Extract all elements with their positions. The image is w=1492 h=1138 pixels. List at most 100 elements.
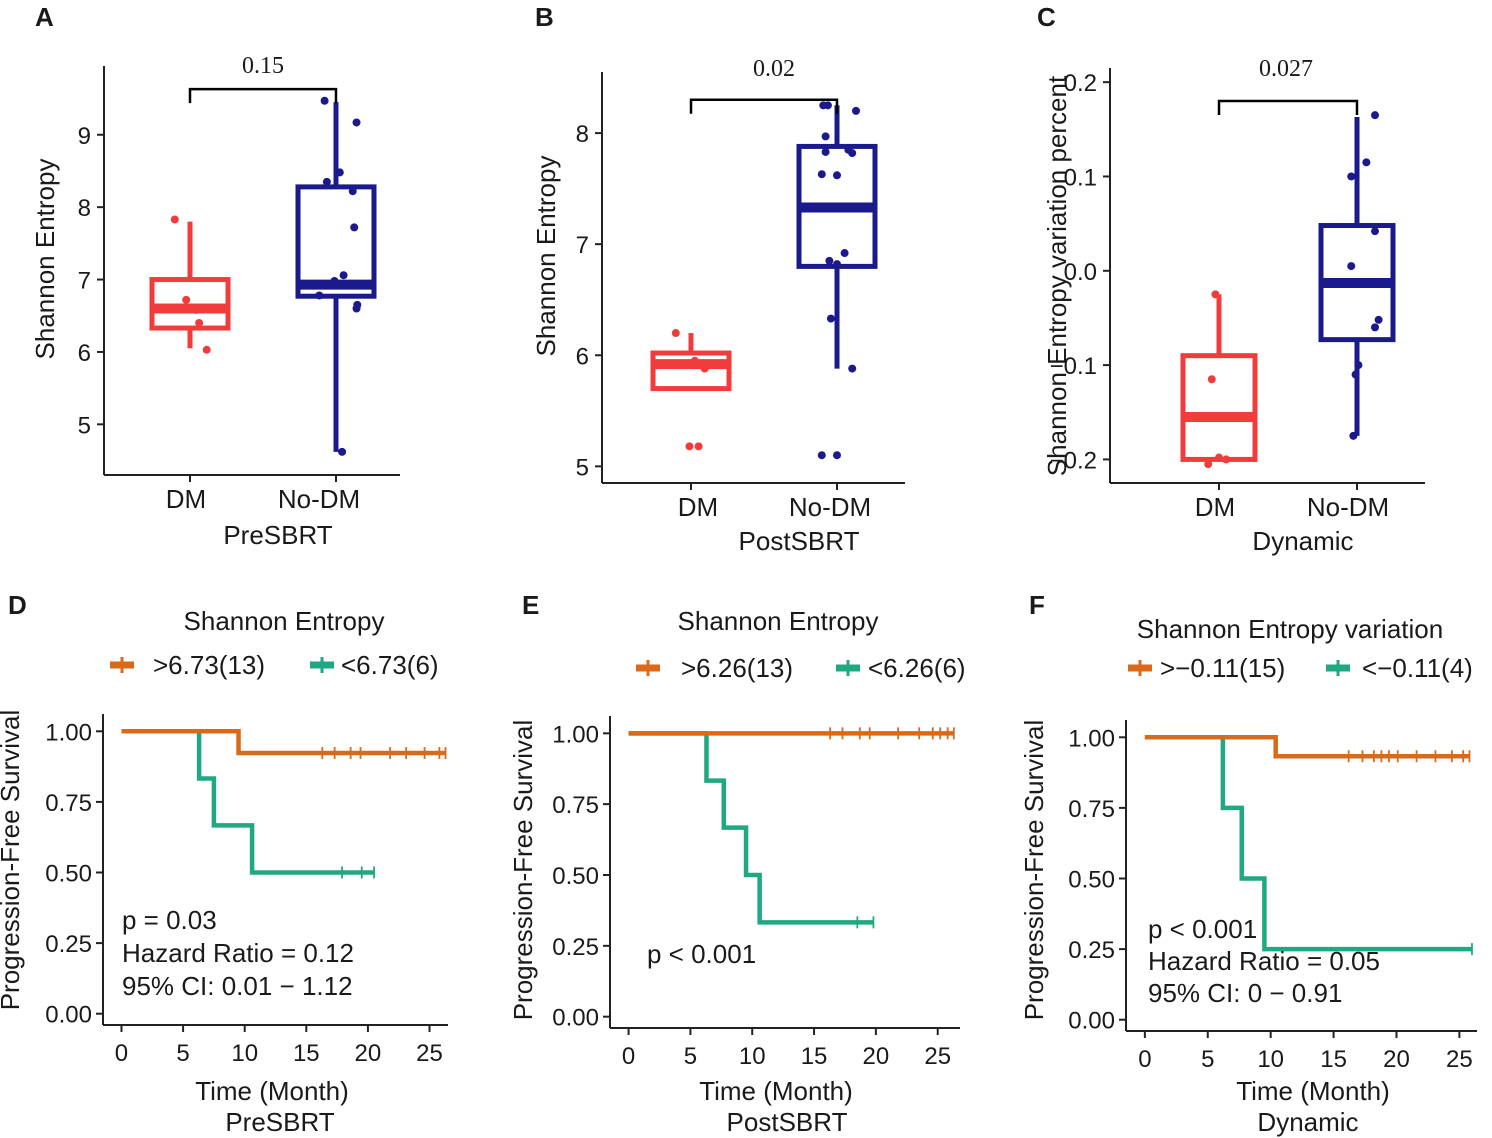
data-point-no-dm-b xyxy=(852,106,860,115)
data-point-no-dm-b xyxy=(833,171,841,180)
panel-e: E Shannon Entropy >6.26(13) <6.26(6) 0.0… xyxy=(508,590,966,1137)
panel-letter-e: E xyxy=(522,590,539,620)
x-tick-label-d: 5 xyxy=(176,1040,189,1067)
legend-label-high-e: >6.26(13) xyxy=(681,653,793,683)
x-axis-title-c: Dynamic xyxy=(1252,526,1353,556)
data-point-dm-b xyxy=(690,356,699,365)
data-point-dm-c xyxy=(1207,375,1216,384)
box-dm-c xyxy=(1180,353,1258,462)
y-tick-label-b: 6 xyxy=(576,343,589,370)
data-point-no-dm-a xyxy=(345,281,354,290)
x-label-nodm-b: No-DM xyxy=(789,492,871,522)
y-tick-label-e: 0.00 xyxy=(552,1005,599,1032)
y-tick-label-a: 7 xyxy=(78,268,91,295)
legend-label-high-f: >−0.11(15) xyxy=(1160,653,1285,683)
data-point-no-dm-c xyxy=(1371,111,1379,120)
y-tick-label-f: 0.25 xyxy=(1068,937,1115,964)
y-tick-label-b: 8 xyxy=(576,121,589,148)
x-tick-label-f: 20 xyxy=(1383,1046,1410,1073)
y-tick-label-a: 9 xyxy=(78,123,91,150)
km-annotation-ci-d: 95% CI: 0.01 − 1.12 xyxy=(122,971,353,1001)
x-tick-label-e: 15 xyxy=(801,1043,828,1070)
data-point-no-dm-b xyxy=(833,451,841,460)
data-point-no-dm-a xyxy=(315,291,324,300)
panel-b: B 5 6 7 8 0.02 Shannon Entropy DM No-DM Pos… xyxy=(531,2,905,556)
data-point-no-dm-b xyxy=(840,249,849,258)
x-axis-title-d: Time (Month) xyxy=(195,1076,349,1106)
data-point-no-dm-b xyxy=(848,364,857,373)
y-tick-label-f: 0.50 xyxy=(1068,867,1115,894)
x-tick-label-f: 0 xyxy=(1138,1046,1151,1073)
x-label-dm-a: DM xyxy=(166,484,206,514)
y-tick-label-a: 8 xyxy=(78,195,91,222)
x-tick-label-d: 25 xyxy=(416,1040,443,1067)
y-tick-label-e: 1.00 xyxy=(552,721,599,748)
legend-item-low-d: <6.73(6) xyxy=(310,650,439,680)
legend-item-high-f: >−0.11(15) xyxy=(1128,653,1285,683)
data-point-dm-c xyxy=(1222,455,1231,464)
y-tick-label-b: 7 xyxy=(576,232,589,259)
data-point-no-dm-c xyxy=(1351,370,1360,379)
x-sublabel-d: PreSBRT xyxy=(225,1107,334,1137)
x-axis-title-a: PreSBRT xyxy=(223,520,332,550)
data-point-no-dm-a xyxy=(322,177,331,186)
data-point-no-dm-c xyxy=(1347,262,1356,271)
y-axis-title-d: Progression-Free Survival xyxy=(0,710,25,1011)
km-plot-e: 0.00 0.25 0.50 0.75 1.00 0 5 10 15 20 25 xyxy=(552,716,960,1070)
panel-f: F Shannon Entropy variation >−0.11(15) <… xyxy=(1019,590,1477,1137)
data-point-no-dm-b xyxy=(826,314,835,323)
panel-letter-a: A xyxy=(35,2,54,32)
x-tick-label-d: 20 xyxy=(355,1040,382,1067)
significance-bracket-c xyxy=(1217,99,1359,116)
data-point-no-dm-a xyxy=(339,271,348,280)
data-point-no-dm-a xyxy=(352,304,361,313)
km-annotation-ci-f: 95% CI: 0 − 0.91 xyxy=(1148,978,1342,1008)
y-tick-label-e: 0.25 xyxy=(552,934,599,961)
legend-title-e: Shannon Entropy xyxy=(678,606,879,636)
data-point-dm-b xyxy=(700,364,709,373)
km-curve-low-e xyxy=(628,731,874,925)
km-curve-high-d xyxy=(121,729,446,756)
boxplot-b: 5 6 7 8 xyxy=(576,72,905,490)
x-tick-label-e: 10 xyxy=(739,1043,766,1070)
significance-bracket-b xyxy=(689,98,839,114)
boxplot-c: −0.2 −0.1 0.0 0.1 0.2 xyxy=(1050,68,1425,490)
y-tick-label-d: 0.25 xyxy=(45,931,92,958)
data-point-dm-a xyxy=(182,295,191,304)
data-point-dm-a xyxy=(202,345,211,354)
data-point-no-dm-a xyxy=(348,187,357,196)
legend-label-low-e: <6.26(6) xyxy=(868,653,966,683)
legend-item-low-f: <−0.11(4) xyxy=(1326,653,1473,683)
p-value-a: 0.15 xyxy=(242,53,284,79)
x-label-nodm-a: No-DM xyxy=(278,484,360,514)
panel-letter-f: F xyxy=(1029,590,1045,620)
data-point-no-dm-a xyxy=(320,96,329,105)
x-sublabel-e: PostSBRT xyxy=(727,1107,848,1137)
panel-a: A 5 6 7 8 9 0.15 Shannon Entropy DM No-DM Pr… xyxy=(30,2,400,550)
y-axis-title-e: Progression-Free Survival xyxy=(508,720,538,1021)
data-point-no-dm-c xyxy=(1371,227,1379,236)
data-point-no-dm-a xyxy=(330,276,339,285)
panel-letter-d: D xyxy=(8,590,27,620)
data-point-no-dm-b xyxy=(817,451,826,460)
y-tick-label-f: 0.75 xyxy=(1068,796,1115,823)
x-tick-label-f: 25 xyxy=(1446,1046,1473,1073)
p-value-c: 0.027 xyxy=(1259,56,1313,82)
y-tick-label-e: 0.75 xyxy=(552,792,599,819)
data-point-no-dm-c xyxy=(1347,172,1356,181)
data-point-no-dm-c xyxy=(1354,361,1363,370)
x-label-dm-b: DM xyxy=(678,492,718,522)
km-plot-f: 0.00 0.25 0.50 0.75 1.00 0 5 10 15 20 25 xyxy=(1068,720,1477,1073)
boxplot-a: 5 6 7 8 9 xyxy=(78,66,400,482)
x-tick-label-d: 15 xyxy=(293,1040,320,1067)
legend-label-low-f: <−0.11(4) xyxy=(1362,653,1473,683)
data-point-dm-a xyxy=(192,305,201,314)
y-tick-label-d: 0.50 xyxy=(45,861,92,888)
y-tick-label-d: 0.75 xyxy=(45,790,92,817)
legend-label-high-d: >6.73(13) xyxy=(153,650,265,680)
y-axis-title-a: Shannon Entropy xyxy=(30,159,60,360)
data-point-no-dm-c xyxy=(1362,158,1371,167)
x-tick-label-d: 0 xyxy=(115,1040,128,1067)
x-tick-label-f: 5 xyxy=(1201,1046,1214,1073)
